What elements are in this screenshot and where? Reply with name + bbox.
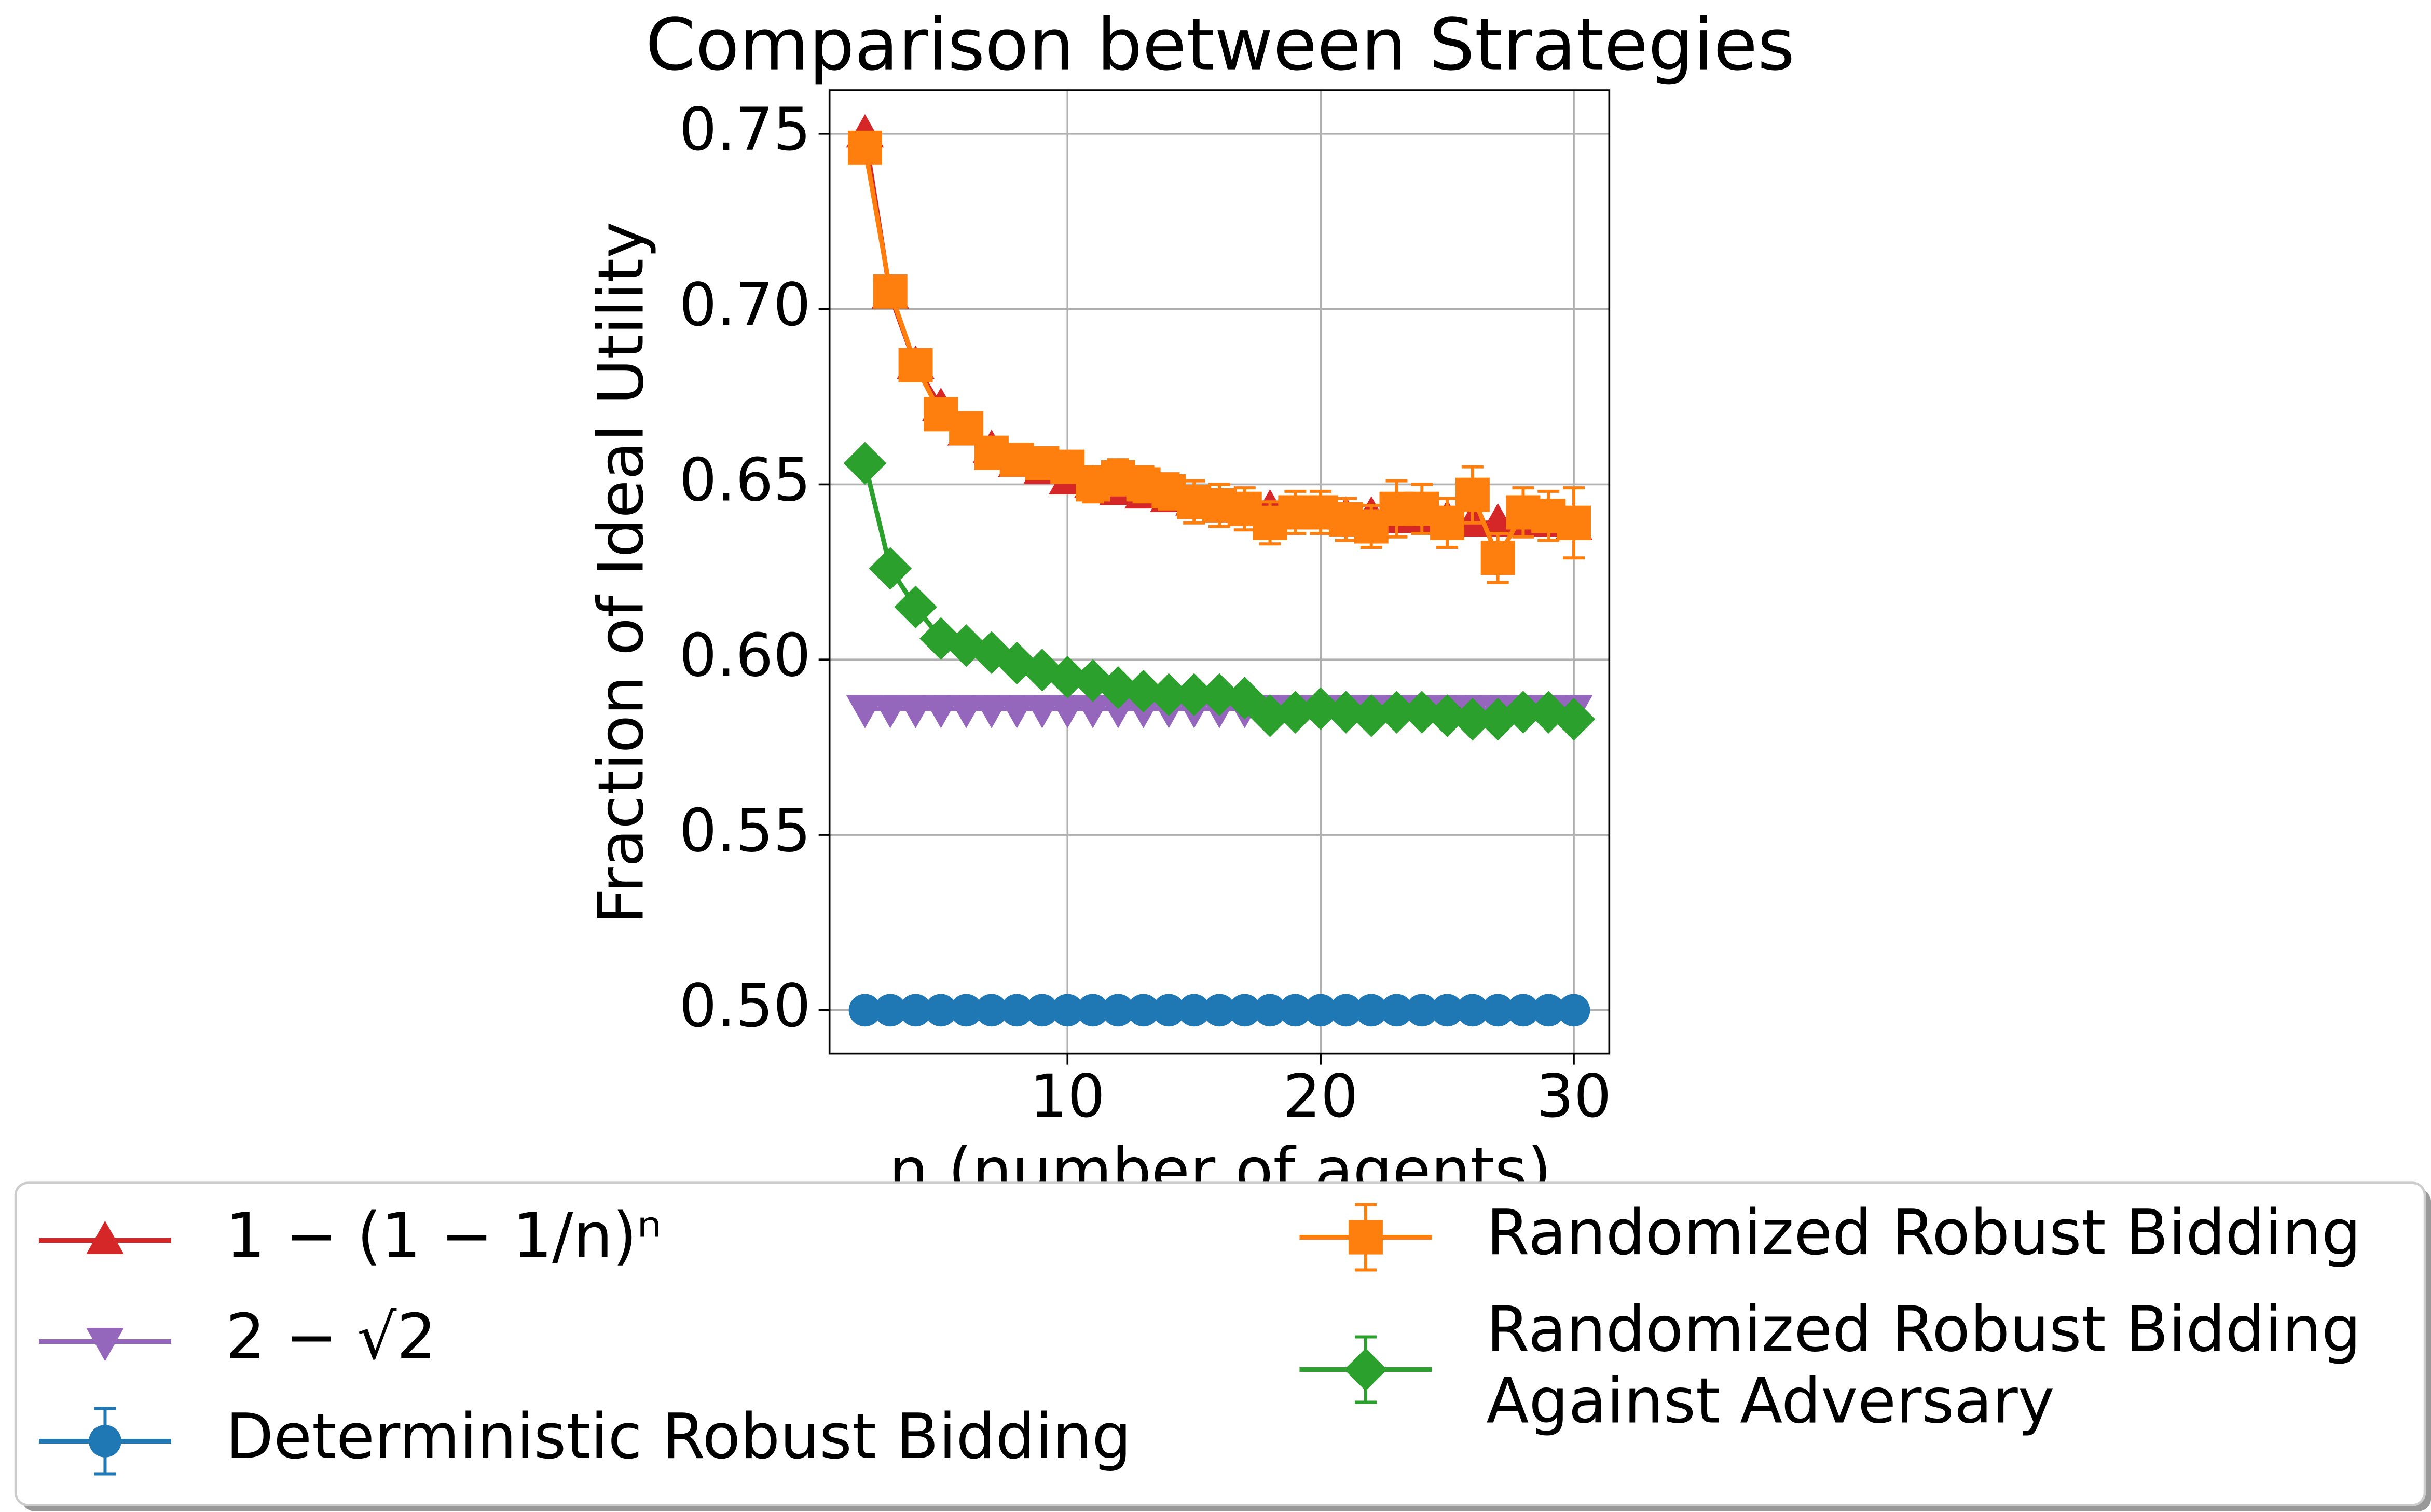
- marker: [1127, 994, 1160, 1027]
- marker: [950, 994, 983, 1027]
- marker: [1456, 994, 1489, 1027]
- marker: [1425, 694, 1469, 737]
- marker: [1248, 694, 1292, 737]
- marker: [89, 1425, 121, 1458]
- marker: [899, 994, 932, 1027]
- marker: [1274, 691, 1317, 734]
- marker: [874, 994, 907, 1027]
- marker: [1172, 673, 1216, 717]
- marker: [873, 274, 908, 309]
- marker: [847, 130, 882, 165]
- x-tick-label: 20: [1283, 1062, 1358, 1131]
- marker: [1147, 673, 1190, 717]
- legend-label: Deterministic Robust Bidding: [226, 1401, 1131, 1473]
- marker: [947, 695, 985, 728]
- legend-item: Randomized Robust Bidding: [1299, 1197, 2361, 1272]
- marker: [1000, 994, 1034, 1027]
- marker: [871, 695, 910, 728]
- marker: [1552, 697, 1596, 741]
- y-tick-label: 0.75: [679, 95, 811, 164]
- legend-label: 2 − √2: [226, 1301, 436, 1373]
- marker: [1348, 1220, 1383, 1255]
- marker: [1048, 695, 1087, 728]
- marker: [1480, 541, 1515, 575]
- marker: [1102, 994, 1135, 1027]
- marker: [922, 695, 960, 728]
- marker: [1152, 994, 1185, 1027]
- marker: [1400, 691, 1444, 734]
- marker: [998, 695, 1036, 728]
- marker: [1355, 994, 1388, 1027]
- marker: [1203, 994, 1236, 1027]
- marker: [848, 994, 882, 1027]
- y-tick-label: 0.65: [679, 446, 811, 515]
- marker: [1324, 691, 1368, 734]
- marker: [1223, 677, 1267, 720]
- y-axis-label: Fraction of Ideal Utility: [585, 222, 657, 924]
- chart-title: Comparison between Strategies: [645, 3, 1795, 87]
- legend-item: 2 − √2: [38, 1301, 436, 1373]
- marker: [1380, 994, 1413, 1027]
- marker: [1507, 994, 1540, 1027]
- marker: [1122, 669, 1165, 713]
- marker: [1350, 694, 1393, 737]
- marker: [1023, 695, 1061, 728]
- marker: [86, 1328, 124, 1362]
- marker: [1502, 691, 1545, 734]
- marker: [1228, 994, 1261, 1027]
- x-tick-label: 10: [1030, 1062, 1105, 1131]
- marker: [1532, 994, 1565, 1027]
- marker: [1304, 994, 1337, 1027]
- marker: [1254, 994, 1286, 1027]
- legend-label: Randomized Robust Bidding Against Adversa…: [1486, 1294, 2361, 1437]
- marker: [1096, 666, 1140, 709]
- y-tick-label: 0.55: [679, 796, 811, 865]
- marker: [894, 585, 937, 629]
- marker: [843, 442, 887, 485]
- marker: [972, 695, 1011, 728]
- marker: [1051, 994, 1084, 1027]
- marker: [1405, 994, 1438, 1027]
- marker: [924, 994, 957, 1027]
- marker: [897, 695, 935, 728]
- marker: [1431, 994, 1464, 1027]
- marker: [1076, 994, 1109, 1027]
- y-tick-label: 0.50: [679, 971, 811, 1040]
- legend-box: [14, 1181, 2426, 1506]
- marker: [1099, 695, 1137, 728]
- y-tick-label: 0.70: [679, 270, 811, 339]
- marker: [1455, 477, 1490, 512]
- marker: [1451, 697, 1494, 741]
- marker: [1198, 673, 1241, 717]
- marker: [1074, 695, 1112, 728]
- marker: [1557, 505, 1591, 540]
- marker: [1329, 994, 1363, 1027]
- x-tick-label: 30: [1536, 1062, 1612, 1131]
- marker: [1299, 687, 1342, 731]
- legend-item: Deterministic Robust Bidding: [38, 1401, 1131, 1476]
- plot-frame: [828, 89, 1611, 1055]
- marker: [1026, 994, 1059, 1027]
- legend-item: 1 − (1 − 1/n)ⁿ: [38, 1200, 662, 1272]
- legend-label: Randomized Robust Bidding: [1486, 1197, 2361, 1269]
- marker: [1279, 994, 1312, 1027]
- marker: [1344, 1348, 1388, 1391]
- marker: [846, 695, 884, 728]
- legend-item: Randomized Robust Bidding Against Adversa…: [1299, 1294, 2361, 1437]
- marker: [898, 348, 933, 382]
- marker: [1046, 655, 1089, 699]
- marker: [869, 547, 912, 590]
- marker: [1481, 994, 1515, 1027]
- marker: [86, 1220, 124, 1254]
- marker: [1177, 994, 1211, 1027]
- marker: [1557, 994, 1590, 1027]
- marker: [975, 994, 1008, 1027]
- legend-label: 1 − (1 − 1/n)ⁿ: [226, 1200, 662, 1272]
- marker: [1375, 691, 1418, 734]
- y-tick-label: 0.60: [679, 621, 811, 690]
